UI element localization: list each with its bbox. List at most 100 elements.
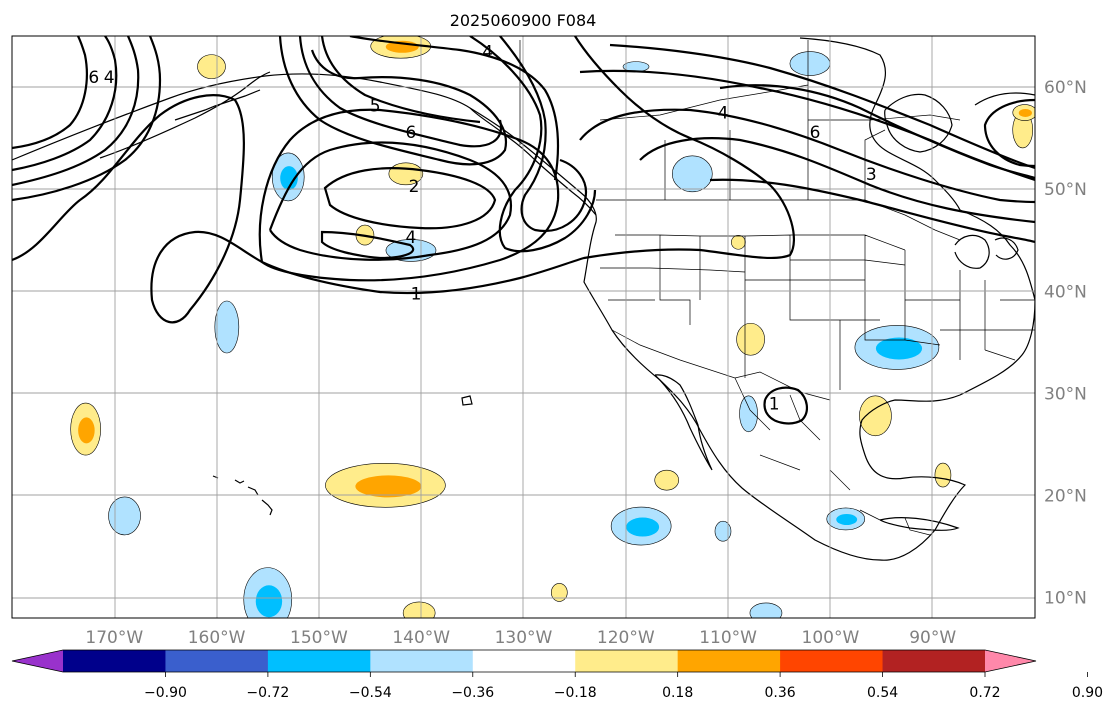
anomaly-outer bbox=[197, 54, 226, 79]
contour-arc-pacific bbox=[349, 36, 560, 181]
colorbar-segment bbox=[882, 650, 986, 672]
colorbar-segment bbox=[165, 650, 269, 672]
anomaly-inner bbox=[280, 166, 298, 191]
colorbar-outline bbox=[11, 649, 1037, 673]
contour-bering-2 bbox=[12, 36, 140, 187]
contour-label: 2 bbox=[409, 177, 420, 197]
colorbar-segment bbox=[472, 650, 576, 672]
map-frame bbox=[11, 35, 1036, 619]
anomaly-outer bbox=[859, 395, 892, 437]
latitude-label: 30°N bbox=[1044, 384, 1087, 404]
anomaly-outer bbox=[934, 462, 952, 488]
coastline-great-lakes bbox=[954, 234, 1019, 269]
latitude-label: 50°N bbox=[1044, 180, 1087, 200]
contour-ne-loop bbox=[983, 98, 1035, 168]
contour-bering-3 bbox=[12, 36, 88, 150]
contour-label: 6 bbox=[810, 123, 821, 143]
anomaly-patch bbox=[197, 54, 226, 79]
longitude-label: 160°W bbox=[188, 628, 246, 648]
colorbar-segment bbox=[575, 650, 679, 672]
contour-upper-alaska-1 bbox=[278, 36, 508, 166]
anomaly-outer bbox=[551, 583, 568, 602]
anomaly-patch bbox=[736, 322, 765, 356]
colorbar-segment bbox=[677, 650, 781, 672]
colorbar-tick-label: 0.72 bbox=[969, 685, 1000, 701]
anomaly-patch bbox=[551, 583, 568, 602]
contour-gulf-of-alaska-loop bbox=[499, 36, 588, 233]
anomaly-patch bbox=[749, 602, 783, 618]
longitude-label: 150°W bbox=[290, 628, 348, 648]
contour-4-ring bbox=[320, 230, 415, 260]
anomaly-inner bbox=[355, 475, 422, 498]
border-canada-provinces bbox=[599, 40, 961, 200]
colorbar-segment bbox=[63, 650, 166, 672]
anomaly-patch bbox=[70, 402, 101, 456]
contour-upper-alaska-3 bbox=[320, 36, 481, 124]
anomaly-outer bbox=[108, 496, 141, 536]
contour-label: 1 bbox=[411, 284, 422, 304]
longitude-label: 90°W bbox=[909, 628, 956, 648]
contour-bering-1 bbox=[12, 36, 118, 172]
anomaly-outer bbox=[749, 602, 783, 618]
longitude-label: 130°W bbox=[495, 628, 553, 648]
anomaly-inner bbox=[875, 337, 923, 360]
contour-jet-4 bbox=[609, 43, 1035, 170]
contour-1-main bbox=[12, 36, 795, 324]
colorbar-segment bbox=[267, 650, 371, 672]
anomaly-patch bbox=[826, 507, 866, 531]
contour-2-ring bbox=[323, 167, 497, 230]
contour-jet-2 bbox=[719, 84, 1035, 180]
border-mexico-guatemala bbox=[904, 517, 931, 536]
contour-label: 4 bbox=[718, 104, 729, 124]
latitude-label: 60°N bbox=[1044, 78, 1087, 98]
longitude-label: 140°W bbox=[392, 628, 450, 648]
anomaly-outer bbox=[789, 51, 831, 76]
coastline-small-island bbox=[461, 395, 473, 406]
contour-label: 4 bbox=[482, 42, 493, 62]
coastline-baja bbox=[654, 374, 713, 471]
anomaly-patch bbox=[402, 601, 436, 618]
contour-2-band bbox=[268, 141, 513, 261]
anomaly-patch bbox=[789, 51, 831, 76]
anomaly-patch bbox=[214, 300, 240, 354]
anomaly-patch bbox=[671, 155, 713, 193]
anomaly-outer bbox=[654, 469, 680, 491]
contour-3-band bbox=[258, 108, 560, 282]
anomaly-inner bbox=[78, 417, 95, 444]
colorbar-tick-label: −0.18 bbox=[554, 685, 597, 701]
contour-bering-4 bbox=[12, 36, 162, 202]
contour-label: 3 bbox=[866, 165, 877, 185]
anomaly-outer bbox=[739, 395, 758, 433]
contour-mexico-loop bbox=[763, 386, 808, 425]
anomaly-inner bbox=[626, 517, 660, 537]
longitude-label: 100°W bbox=[802, 628, 860, 648]
contour-jet-6 bbox=[709, 178, 1035, 244]
anomaly-outer bbox=[736, 322, 765, 356]
latitude-label: 20°N bbox=[1044, 486, 1087, 506]
coastline-hawaii bbox=[212, 475, 273, 516]
longitude-label: 110°W bbox=[699, 628, 757, 648]
contour-upper-alaska-2 bbox=[298, 36, 503, 148]
anomaly-patch bbox=[934, 462, 952, 488]
contour-gulf-of-alaska-loop-2 bbox=[469, 36, 597, 253]
graticule-layer bbox=[12, 36, 1035, 618]
contour-label: 6 bbox=[406, 123, 417, 143]
anomaly-patch bbox=[859, 395, 892, 437]
colorbar-tick-label: 0.36 bbox=[765, 685, 796, 701]
anomaly-inner bbox=[836, 514, 858, 526]
coastline-alaska-peninsula bbox=[99, 71, 271, 159]
colorbar-tick-label: 0.90 bbox=[1072, 685, 1103, 701]
anomaly-patch bbox=[739, 395, 758, 433]
anomaly-outer bbox=[402, 601, 436, 618]
contour-jet-5 bbox=[639, 137, 1035, 224]
coastline-greenland-edge bbox=[974, 92, 1035, 106]
colorbar-segment bbox=[780, 650, 884, 672]
contour-label: 6 bbox=[88, 68, 99, 88]
colorbar-tick-label: −0.90 bbox=[144, 685, 187, 701]
anomaly-patch bbox=[731, 234, 746, 250]
contour-label: 4 bbox=[406, 228, 417, 248]
colorbar-tick-label: 0.54 bbox=[867, 685, 898, 701]
latitude-labels: 60°N 50°N 40°N 30°N 20°N 10°N bbox=[1044, 78, 1087, 609]
colorbar-arrow-low bbox=[12, 650, 63, 672]
